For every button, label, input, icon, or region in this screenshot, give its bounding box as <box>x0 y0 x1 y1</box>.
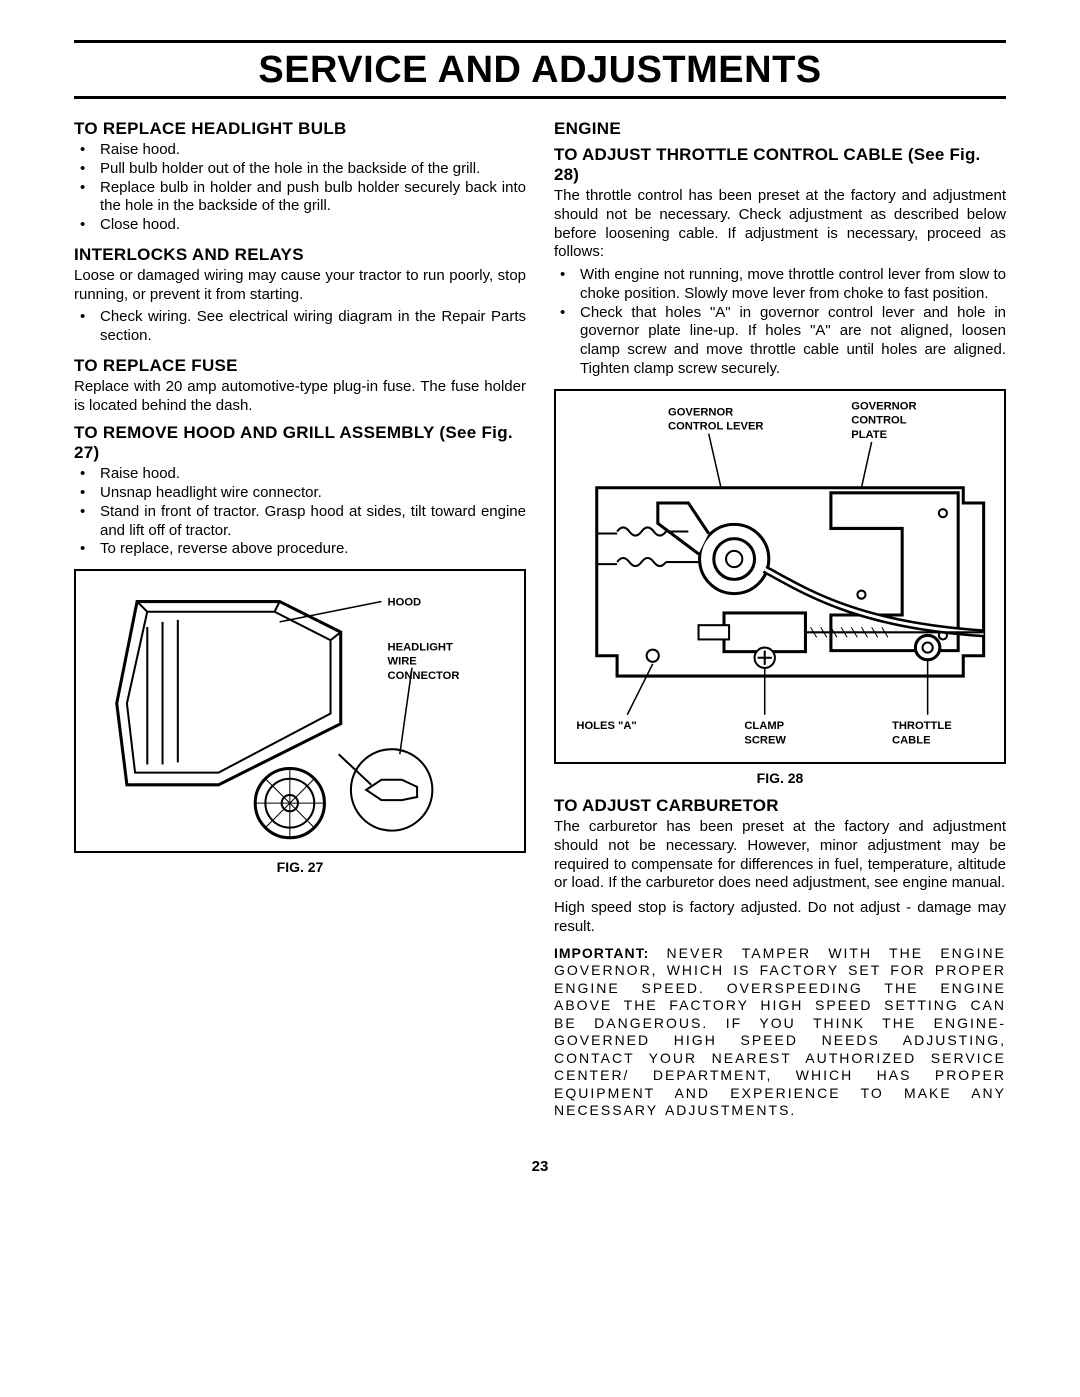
fig28-label-govplate1: GOVERNOR <box>851 400 916 412</box>
throttle-list: With engine not running, move throttle c… <box>554 266 1006 379</box>
list-item: Replace bulb in holder and push bulb hol… <box>74 179 526 217</box>
left-column: TO REPLACE HEADLIGHT BULB Raise hood. Pu… <box>74 115 526 1120</box>
figure-28-svg: GOVERNOR CONTROL LEVER GOVERNOR CONTROL … <box>556 391 1004 758</box>
important-lead: IMPORTANT: <box>554 945 649 961</box>
hood-list: Raise hood. Unsnap headlight wire connec… <box>74 465 526 559</box>
right-column: ENGINE TO ADJUST THROTTLE CONTROL CABLE … <box>554 115 1006 1120</box>
fig28-label-govlever2: CONTROL LEVER <box>668 420 764 432</box>
title-underline <box>74 96 1006 99</box>
list-item: With engine not running, move throttle c… <box>554 266 1006 304</box>
figure-28-caption: FIG. 28 <box>554 770 1006 786</box>
fig28-label-cable2: CABLE <box>892 734 931 746</box>
list-item: Unsnap headlight wire connector. <box>74 484 526 503</box>
heading-fuse: TO REPLACE FUSE <box>74 356 526 376</box>
fig27-label-connector2: WIRE <box>388 656 418 668</box>
carb-p1: The carburetor has been preset at the fa… <box>554 818 1006 893</box>
page-title: SERVICE AND ADJUSTMENTS <box>74 49 1006 92</box>
figure-27-caption: FIG. 27 <box>74 859 526 875</box>
list-item: Raise hood. <box>74 465 526 484</box>
top-rule <box>74 40 1006 43</box>
fig27-label-connector3: CONNECTOR <box>388 670 460 682</box>
fig27-label-hood: HOOD <box>388 597 422 609</box>
interlocks-list: Check wiring. See electrical wiring diag… <box>74 308 526 346</box>
list-item: Check wiring. See electrical wiring diag… <box>74 308 526 346</box>
heading-carburetor: TO ADJUST CARBURETOR <box>554 796 1006 816</box>
throttle-intro: The throttle control has been preset at … <box>554 187 1006 262</box>
fig28-label-govplate3: PLATE <box>851 428 887 440</box>
carb-p2: High speed stop is factory adjusted. Do … <box>554 899 1006 937</box>
heading-hood: TO REMOVE HOOD AND GRILL ASSEMBLY (See F… <box>74 423 526 463</box>
list-item: Pull bulb holder out of the hole in the … <box>74 160 526 179</box>
two-column-layout: TO REPLACE HEADLIGHT BULB Raise hood. Pu… <box>74 115 1006 1120</box>
list-item: Raise hood. <box>74 141 526 160</box>
important-body: NEVER TAMPER WITH THE ENGINE GOVERNOR, W… <box>554 945 1006 1119</box>
figure-27-svg: HOOD HEADLIGHT WIRE CONNECTOR <box>76 571 524 846</box>
heading-headlight: TO REPLACE HEADLIGHT BULB <box>74 119 526 139</box>
fig27-label-connector1: HEADLIGHT <box>388 641 453 653</box>
interlocks-intro: Loose or damaged wiring may cause your t… <box>74 267 526 305</box>
heading-engine: ENGINE <box>554 119 1006 139</box>
list-item: To replace, reverse above procedure. <box>74 540 526 559</box>
important-block: IMPORTANT: NEVER TAMPER WITH THE ENGINE … <box>554 945 1006 1120</box>
list-item: Stand in front of tractor. Grasp hood at… <box>74 503 526 541</box>
figure-28-box: GOVERNOR CONTROL LEVER GOVERNOR CONTROL … <box>554 389 1006 765</box>
headlight-list: Raise hood. Pull bulb holder out of the … <box>74 141 526 235</box>
fig28-label-holes: HOLES "A" <box>576 720 636 732</box>
figure-27-box: HOOD HEADLIGHT WIRE CONNECTOR <box>74 569 526 853</box>
fig28-label-clamp2: SCREW <box>744 734 786 746</box>
list-item: Close hood. <box>74 216 526 235</box>
fuse-text: Replace with 20 amp automotive-type plug… <box>74 378 526 416</box>
fig28-label-govplate2: CONTROL <box>851 414 906 426</box>
fig28-label-govlever1: GOVERNOR <box>668 406 733 418</box>
fig28-label-clamp1: CLAMP <box>744 720 784 732</box>
fig28-label-cable1: THROTTLE <box>892 720 952 732</box>
page-number: 23 <box>74 1158 1006 1175</box>
list-item: Check that holes "A" in governor control… <box>554 304 1006 379</box>
heading-interlocks: INTERLOCKS AND RELAYS <box>74 245 526 265</box>
heading-throttle: TO ADJUST THROTTLE CONTROL CABLE (See Fi… <box>554 145 1006 185</box>
